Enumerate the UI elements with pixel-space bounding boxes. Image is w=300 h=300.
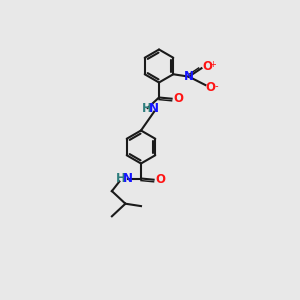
Text: N: N xyxy=(148,102,159,115)
Text: +: + xyxy=(209,60,216,69)
Text: -: - xyxy=(215,82,219,92)
Text: N: N xyxy=(123,172,133,185)
Text: O: O xyxy=(202,60,212,73)
Text: H: H xyxy=(142,102,151,115)
Text: N: N xyxy=(184,70,194,83)
Text: O: O xyxy=(155,173,165,186)
Text: H: H xyxy=(116,172,126,185)
Text: O: O xyxy=(206,81,216,94)
Text: O: O xyxy=(173,92,183,105)
